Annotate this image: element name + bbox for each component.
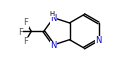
Text: N: N <box>50 41 56 50</box>
Text: H: H <box>49 11 54 17</box>
Text: F: F <box>23 37 28 46</box>
Text: F: F <box>23 18 28 27</box>
Text: N: N <box>95 36 101 45</box>
Text: N: N <box>50 14 56 23</box>
Text: F: F <box>18 28 23 37</box>
